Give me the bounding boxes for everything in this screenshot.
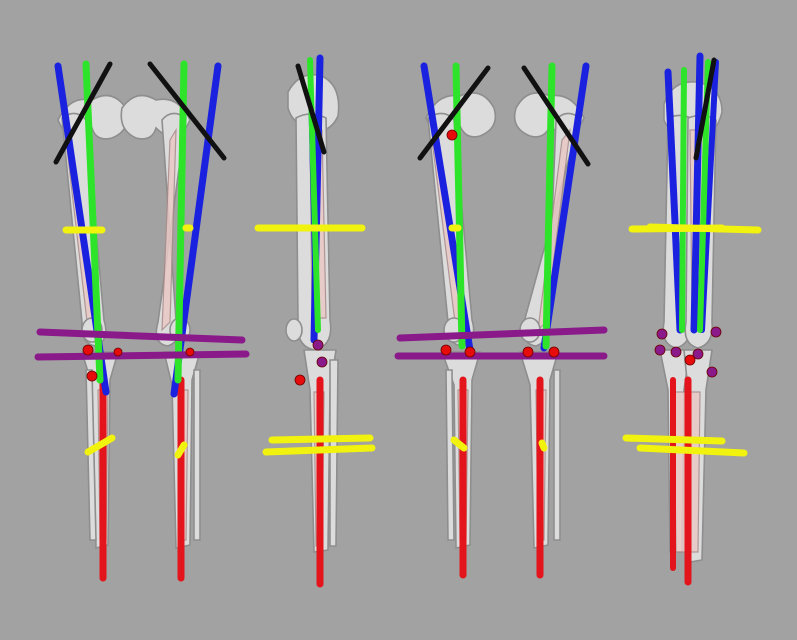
femur-axis-right: [540, 62, 590, 352]
joint-center: [86, 370, 98, 382]
femur-axis-lateral-b: [690, 52, 704, 334]
knee-plane-3-upper: [396, 326, 608, 342]
hip-marker-left-a: [53, 61, 113, 165]
joint-center: [464, 346, 476, 358]
level-marker-tibia-left: [450, 436, 468, 452]
joint-center: [446, 129, 458, 141]
hip-marker-right-a: [147, 61, 227, 161]
joint-center: [684, 354, 696, 366]
fibula-right: [193, 369, 201, 541]
joint-center: [312, 339, 324, 351]
view-1-anterior-pair: [34, 60, 250, 582]
joint-center: [654, 344, 666, 356]
hip-marker-left-a: [417, 65, 491, 161]
view-4-lateral-pair: [622, 52, 762, 586]
joint-center: [113, 347, 123, 357]
joint-center: [294, 374, 306, 386]
level-marker-tibia-lateral-a: [268, 434, 374, 444]
knee-plane-1-upper: [36, 328, 246, 344]
joint-center: [440, 344, 452, 356]
mechanical-axis-lateral-a: [679, 67, 687, 333]
view-2-lateral-pair: [254, 54, 376, 588]
fibula-lateral: [329, 359, 339, 547]
joint-center: [522, 346, 534, 358]
level-marker-tibia-lateral-b: [636, 444, 748, 457]
mechanical-axis-left: [82, 60, 104, 384]
joint-center: [548, 346, 560, 358]
level-marker-femur-lateral-b: [646, 223, 762, 234]
joint-center: [692, 348, 704, 360]
joint-center: [710, 326, 722, 338]
joint-center: [670, 346, 682, 358]
level-marker-tibia-lateral-b: [262, 444, 376, 456]
fibula-left: [445, 369, 455, 541]
knee-plane-1-lower: [34, 350, 250, 361]
level-marker-tibia-left: [84, 434, 116, 456]
joint-center: [316, 356, 328, 368]
view-3-anterior-pair: [394, 62, 608, 579]
level-marker-tibia-lateral-a: [622, 434, 726, 445]
joint-center: [706, 366, 718, 378]
fibula-left: [85, 369, 97, 541]
level-marker-tibia-right: [174, 441, 188, 459]
level-marker-tibia-right: [538, 439, 548, 452]
joint-center: [185, 347, 195, 357]
joint-center: [82, 344, 94, 356]
mechanical-axis-right: [174, 60, 188, 384]
hip-marker-lateral: [295, 63, 327, 155]
patella-lateral: [285, 318, 303, 342]
hip-marker-lateral: [693, 57, 717, 161]
hip-marker-right-a: [521, 65, 591, 167]
femur-axis-lateral-a: [664, 68, 684, 334]
femur-right-overlay: [161, 127, 177, 332]
fibula-right: [553, 369, 561, 541]
joint-center: [656, 328, 668, 340]
